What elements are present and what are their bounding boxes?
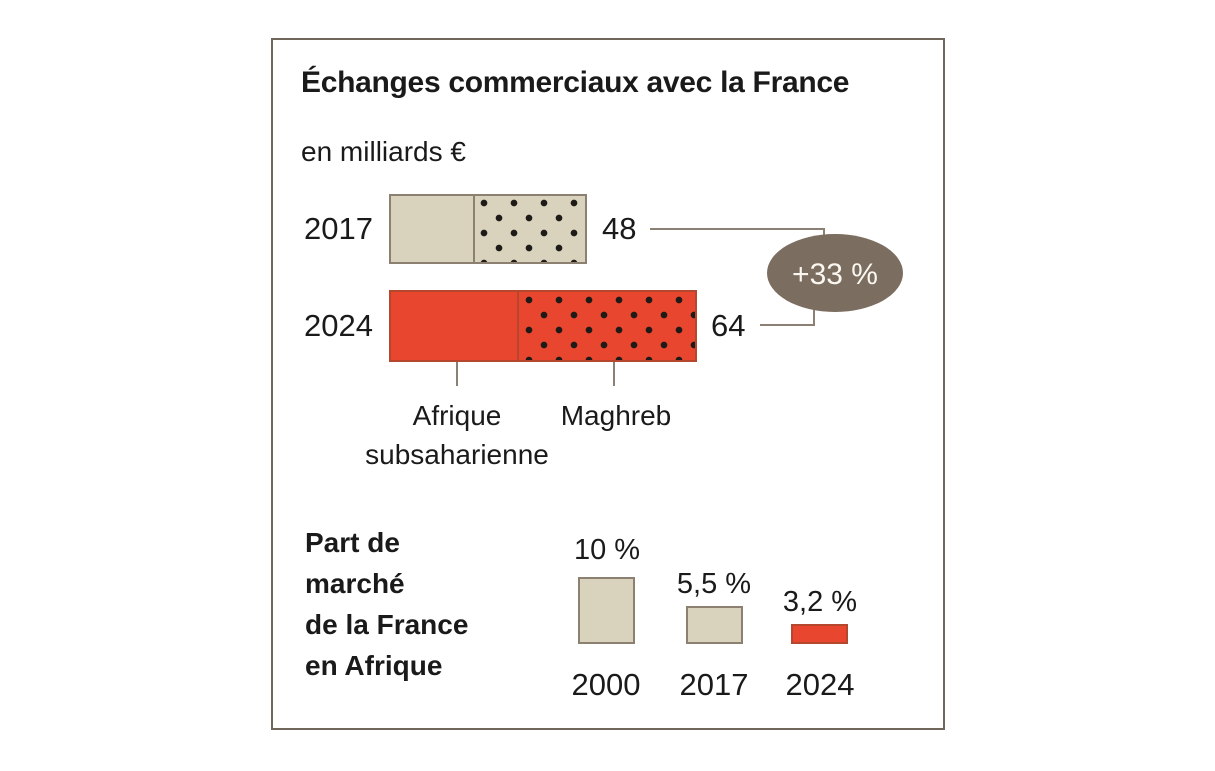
market-share-value-2000: 10 % xyxy=(573,534,641,566)
bar-2017-segment-afrique-subsaharienne xyxy=(391,196,476,262)
bar-2024-total-value: 64 xyxy=(711,308,746,343)
growth-badge-label: +33 % xyxy=(792,258,878,291)
chart-panel: Échanges commerciaux avec la France en m… xyxy=(271,38,945,730)
market-share-title: Part de marché de la France en Afrique xyxy=(305,522,468,686)
market-share-title-line3: de la France xyxy=(305,609,469,640)
market-share-title-line1: Part de xyxy=(305,527,400,558)
market-share-bar-2017 xyxy=(686,606,743,644)
market-share-title-line2: marché xyxy=(305,568,405,599)
growth-badge xyxy=(767,234,903,312)
connector-line-48 xyxy=(650,228,825,273)
market-share-year-2000: 2000 xyxy=(571,667,641,702)
market-share-year-2017: 2017 xyxy=(679,667,749,702)
legend-afrique-subsaharienne: Afrique subsaharienne xyxy=(327,396,587,474)
bar-2017-segment-maghreb xyxy=(475,196,585,262)
market-share-bar-2000 xyxy=(578,577,635,644)
trade-bar-2017 xyxy=(389,194,587,264)
legend-maghreb-line1: Maghreb xyxy=(560,400,672,431)
market-share-value-2024: 3,2 % xyxy=(782,586,858,618)
bar-2024-segment-afrique-subsaharienne xyxy=(391,292,520,360)
connector-line-64 xyxy=(760,273,815,326)
trade-bar-2024 xyxy=(389,290,697,362)
bar-2017-total-value: 48 xyxy=(602,211,637,246)
market-share-year-2024: 2024 xyxy=(785,667,855,702)
chart-title: Échanges commerciaux avec la France xyxy=(301,66,850,99)
bar-2024-segment-maghreb xyxy=(519,292,695,360)
legend-afrique-line1: Afrique xyxy=(412,400,502,431)
bar-year-label-2024: 2024 xyxy=(304,308,373,343)
market-share-title-line4: en Afrique xyxy=(305,650,443,681)
chart-unit-label: en milliards € xyxy=(301,136,466,167)
market-share-bar-2024 xyxy=(791,624,848,644)
market-share-value-2017: 5,5 % xyxy=(676,568,752,600)
legend-maghreb: Maghreb xyxy=(516,396,716,435)
legend-afrique-line2: subsaharienne xyxy=(365,439,549,470)
bar-year-label-2017: 2017 xyxy=(304,211,373,246)
